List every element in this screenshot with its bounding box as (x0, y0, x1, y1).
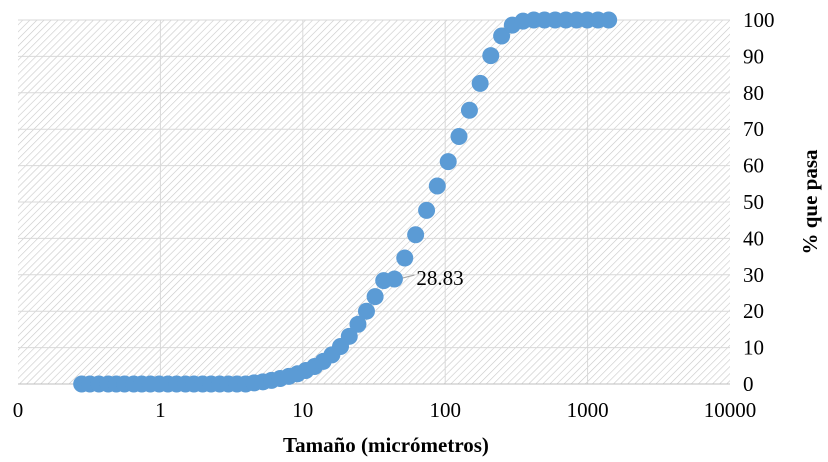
y-tick-label: 90 (743, 44, 764, 68)
y-tick-label: 10 (743, 336, 764, 360)
data-point (428, 177, 446, 195)
data-point (385, 270, 403, 288)
y-tick-label: 100 (743, 8, 775, 32)
x-tick-label: 1 (155, 398, 166, 422)
leader-lines (402, 274, 415, 279)
x-tick-label: 100 (429, 398, 461, 422)
y-axis-title: % que pasa (798, 149, 822, 255)
data-point (366, 288, 384, 306)
data-point (493, 27, 511, 45)
data-point (450, 127, 468, 145)
y-tick-label: 70 (743, 117, 764, 141)
y-tick-label: 50 (743, 190, 764, 214)
data-point (600, 11, 618, 29)
data-point (357, 302, 375, 320)
y-tick-label: 20 (743, 299, 764, 323)
data-point (439, 153, 457, 171)
data-point (471, 74, 489, 92)
data-point (407, 226, 425, 244)
data-point (418, 201, 436, 219)
data-point (460, 101, 478, 119)
x-tick-label: 10 (292, 398, 313, 422)
x-tick-label: 1000 (567, 398, 609, 422)
data-point (349, 315, 367, 333)
y-tick-label: 80 (743, 81, 764, 105)
x-tick-label: 10000 (704, 398, 757, 422)
data-label-28-83: 28.83 (416, 266, 463, 290)
y-tick-label: 40 (743, 226, 764, 250)
x-tick-label: 0 (13, 398, 24, 422)
data-points (73, 11, 618, 393)
annotation-leader-line (402, 274, 415, 279)
data-point (482, 47, 500, 65)
y-tick-label: 60 (743, 154, 764, 178)
data-point (396, 249, 414, 267)
data-point (340, 327, 358, 345)
y-tick-label: 30 (743, 263, 764, 287)
x-axis-title: Tamaño (micrómetros) (283, 433, 489, 457)
y-tick-label: 0 (743, 372, 754, 396)
